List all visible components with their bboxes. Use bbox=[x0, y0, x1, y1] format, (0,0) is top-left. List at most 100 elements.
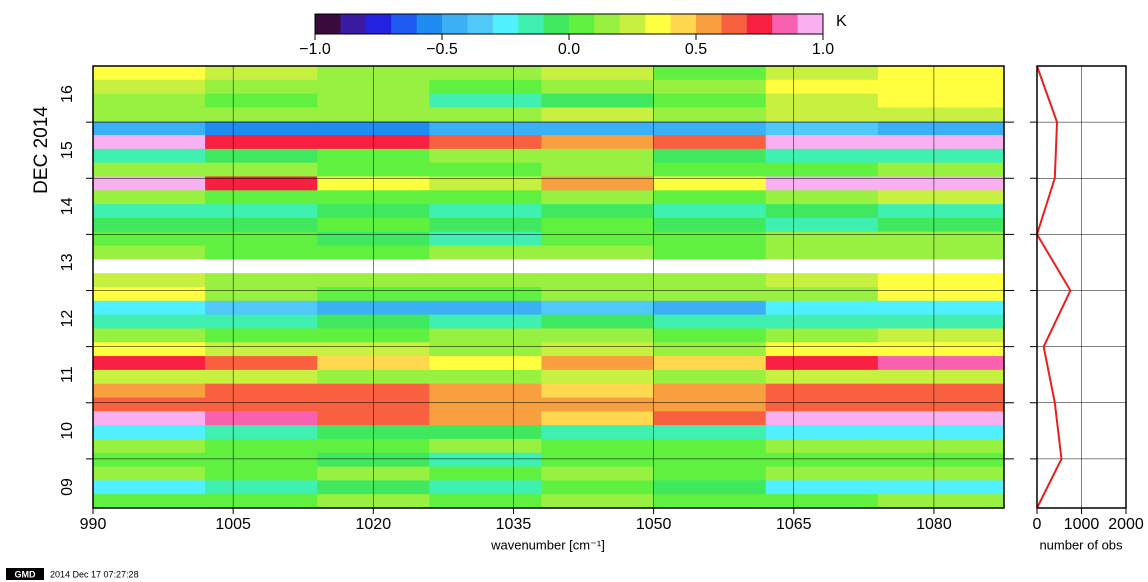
heatmap-cell bbox=[653, 121, 767, 136]
heatmap-cell bbox=[653, 217, 767, 233]
heatmap-cell bbox=[877, 466, 1004, 481]
heatmap-cell bbox=[541, 107, 655, 122]
heatmap-cell bbox=[93, 162, 206, 177]
heatmap-cell bbox=[541, 438, 655, 454]
heatmap-cell bbox=[765, 66, 879, 81]
heatmap-cell bbox=[429, 162, 542, 177]
heatmap-cell bbox=[93, 300, 206, 316]
heatmap-cell bbox=[205, 245, 318, 260]
heatmap-cell bbox=[205, 314, 318, 329]
heatmap-cell bbox=[653, 93, 767, 108]
heatmap-cell bbox=[765, 369, 879, 385]
heatmap-cell bbox=[93, 383, 206, 398]
heatmap-cell bbox=[429, 107, 542, 122]
heatmap-cell bbox=[429, 438, 542, 454]
heatmap-cell bbox=[205, 452, 318, 468]
heatmap-cell bbox=[877, 93, 1004, 108]
heatmap-cell bbox=[429, 66, 542, 81]
heatmap-cell bbox=[765, 245, 879, 260]
heatmap-cell bbox=[429, 217, 542, 233]
heatmap-cell bbox=[541, 397, 655, 412]
y-tick-label: 10 bbox=[59, 422, 76, 440]
x-tick-label: 2000 bbox=[1108, 516, 1144, 533]
heatmap-cell bbox=[877, 300, 1004, 316]
x-axis-label: number of obs bbox=[1039, 537, 1123, 552]
heatmap-cell bbox=[765, 176, 879, 191]
heatmap-cell bbox=[93, 107, 206, 122]
heatmap-cell bbox=[765, 121, 879, 136]
heatmap-cell bbox=[877, 79, 1004, 95]
heatmap-cell bbox=[205, 231, 318, 247]
x-tick-label: 1000 bbox=[1064, 516, 1100, 533]
heatmap-cell bbox=[653, 107, 767, 122]
x-tick-label: 0 bbox=[1033, 516, 1042, 533]
heatmap-cell bbox=[541, 204, 655, 219]
heatmap-cell bbox=[93, 148, 206, 164]
heatmap-cell bbox=[541, 231, 655, 247]
heatmap-cell bbox=[653, 245, 767, 260]
heatmap-cell bbox=[541, 66, 655, 81]
heatmap-cell bbox=[541, 356, 655, 371]
colorbar-swatch bbox=[721, 14, 748, 34]
heatmap-cell bbox=[205, 217, 318, 233]
y-tick-label: 13 bbox=[59, 253, 76, 271]
heatmap-cell bbox=[93, 314, 206, 329]
x-tick-label: 1035 bbox=[496, 516, 532, 533]
heatmap-cell bbox=[541, 245, 655, 260]
heatmap-cell bbox=[205, 494, 318, 508]
heatmap-cell bbox=[765, 411, 879, 426]
x-tick-label: 1065 bbox=[776, 516, 812, 533]
heatmap-cell bbox=[93, 204, 206, 219]
heatmap-cell bbox=[877, 356, 1004, 371]
heatmap-cell bbox=[93, 480, 206, 495]
heatmap-cell bbox=[877, 204, 1004, 219]
heatmap-cell bbox=[653, 135, 767, 150]
heatmap-cell bbox=[541, 480, 655, 495]
heatmap-cell bbox=[765, 287, 879, 302]
heatmap-cell bbox=[765, 190, 879, 205]
heatmap-cell bbox=[429, 287, 542, 302]
heatmap-cell bbox=[541, 328, 655, 343]
heatmap-cell bbox=[653, 259, 767, 274]
colorbar-unit: K bbox=[836, 13, 847, 30]
heatmap-cell bbox=[541, 314, 655, 329]
heatmap-cell bbox=[429, 369, 542, 385]
heatmap-cell bbox=[429, 411, 542, 426]
heatmap-cell bbox=[877, 231, 1004, 247]
colorbar-swatch bbox=[543, 14, 570, 34]
colorbar-swatch bbox=[670, 14, 697, 34]
heatmap-cell bbox=[877, 176, 1004, 191]
heatmap-cell bbox=[765, 217, 879, 233]
heatmap-cell bbox=[653, 383, 767, 398]
heatmap-cell bbox=[429, 135, 542, 150]
colorbar-tick-label: −0.5 bbox=[426, 41, 458, 58]
colorbar-swatch bbox=[492, 14, 519, 34]
heatmap-cell bbox=[877, 494, 1004, 508]
heatmap-cell bbox=[93, 411, 206, 426]
heatmap-cell bbox=[877, 190, 1004, 205]
heatmap-cell bbox=[541, 273, 655, 288]
colorbar-swatch bbox=[746, 14, 773, 34]
heatmap-cell bbox=[205, 466, 318, 481]
x-tick-label: 990 bbox=[80, 516, 107, 533]
heatmap-cell bbox=[429, 425, 542, 440]
x-axis-label: wavenumber [cm⁻¹] bbox=[490, 537, 605, 552]
heatmap-cell bbox=[541, 79, 655, 95]
heatmap-cell bbox=[653, 342, 767, 357]
heatmap-cell bbox=[93, 494, 206, 508]
heatmap-cell bbox=[205, 342, 318, 357]
heatmap-cell bbox=[765, 397, 879, 412]
heatmap-cell bbox=[429, 356, 542, 371]
heatmap-cell bbox=[653, 397, 767, 412]
heatmap-cell bbox=[541, 342, 655, 357]
heatmap-cell bbox=[541, 217, 655, 233]
colorbar-swatch bbox=[365, 14, 392, 34]
heatmap-cell bbox=[429, 480, 542, 495]
heatmap-cell bbox=[541, 93, 655, 108]
heatmap-cell bbox=[93, 245, 206, 260]
heatmap-cell bbox=[765, 273, 879, 288]
heatmap-cell bbox=[205, 79, 318, 95]
badge-text: GMD bbox=[15, 569, 36, 579]
heatmap-cell bbox=[877, 121, 1004, 136]
